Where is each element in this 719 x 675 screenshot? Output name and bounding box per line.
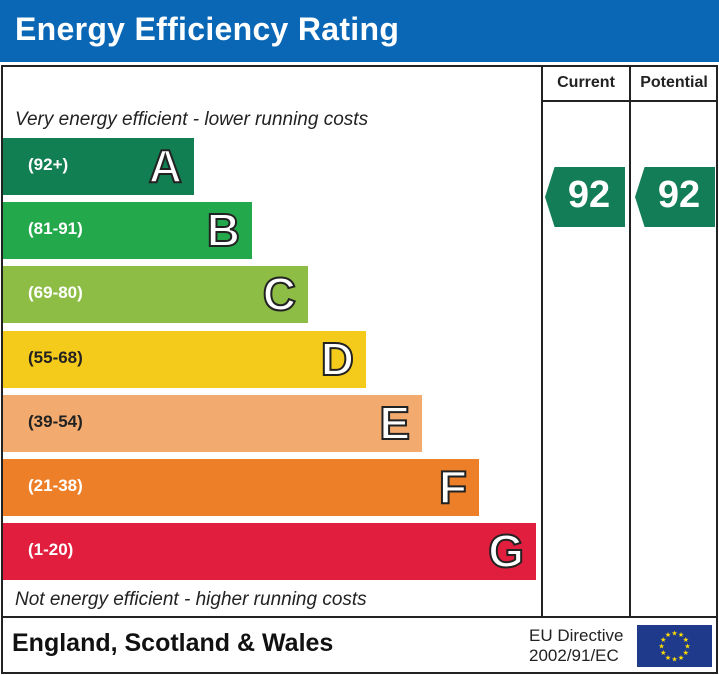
band-b: (81-91) B: [3, 202, 252, 259]
star-icon: ★: [660, 636, 666, 644]
band-range: (55-68): [28, 348, 83, 367]
page-title: Energy Efficiency Rating: [0, 0, 719, 62]
band-range: (81-91): [28, 219, 83, 238]
band-letter: E: [378, 396, 411, 450]
star-icon: ★: [665, 654, 671, 662]
band-letter: D: [320, 332, 355, 386]
current-rating-arrow: 92: [545, 167, 625, 227]
directive-line2: 2002/91/EC: [529, 646, 619, 665]
band-range: (21-38): [28, 476, 83, 495]
region-label: England, Scotland & Wales: [12, 629, 334, 657]
potential-column-header: Potential: [640, 74, 708, 91]
star-icon: ★: [678, 631, 684, 639]
band-range: (39-54): [28, 412, 83, 431]
bottom-note: Not energy efficient - higher running co…: [15, 589, 367, 610]
directive-line1: EU Directive: [529, 626, 624, 645]
band-d: (55-68) D: [3, 331, 366, 388]
band-range: (69-80): [28, 283, 83, 302]
band-letter: B: [206, 203, 241, 257]
band-letter: C: [262, 267, 297, 321]
band-g: (1-20) G: [3, 523, 536, 580]
divider: [541, 65, 543, 617]
star-icon: ★: [671, 630, 677, 638]
band-letter: G: [487, 524, 525, 578]
star-icon: ★: [658, 643, 664, 651]
eu-directive: EU Directive 2002/91/EC: [529, 626, 623, 666]
star-icon: ★: [678, 654, 684, 662]
potential-rating-arrow: 92: [635, 167, 715, 227]
star-icon: ★: [683, 636, 689, 644]
band-letter: F: [438, 460, 468, 514]
star-icon: ★: [660, 649, 666, 657]
band-range: (1-20): [28, 540, 74, 559]
star-icon: ★: [671, 656, 677, 664]
divider: [629, 65, 631, 617]
star-icon: ★: [683, 649, 689, 657]
band-range: (92+): [28, 155, 69, 174]
band-f: (21-38) F: [3, 459, 479, 516]
top-note: Very energy efficient - lower running co…: [15, 109, 369, 130]
band-c: (69-80) C: [3, 266, 308, 323]
star-icon: ★: [684, 643, 690, 651]
band-letter: A: [148, 139, 183, 193]
rating-table: [1, 65, 718, 674]
band-a: (92+) A: [3, 138, 194, 195]
band-e: (39-54) E: [3, 395, 422, 452]
star-icon: ★: [665, 631, 671, 639]
divider: [541, 100, 718, 102]
divider: [1, 616, 718, 618]
current-column-header: Current: [557, 74, 615, 91]
eu-flag-icon: ★★★★★★★★★ ★ ★★: [637, 625, 712, 667]
